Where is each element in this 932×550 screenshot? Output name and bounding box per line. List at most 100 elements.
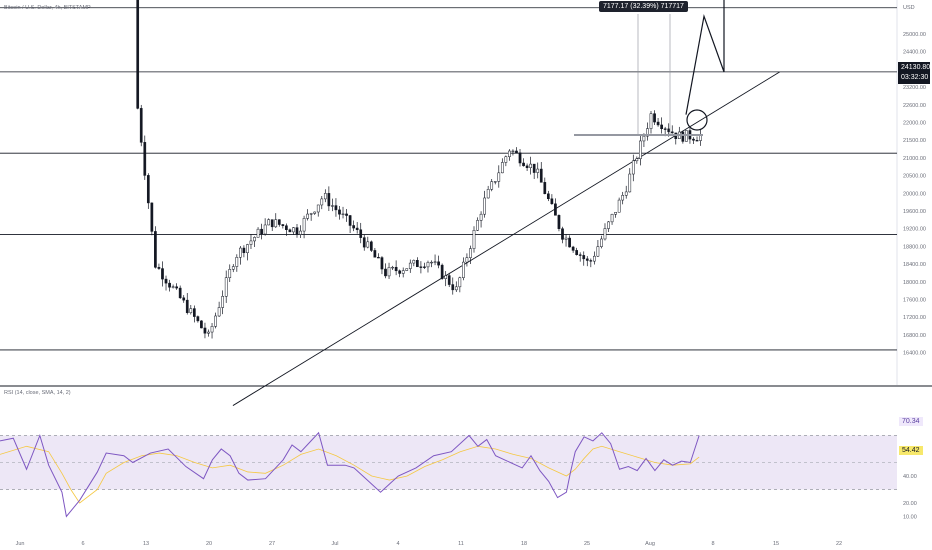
candle-body [302, 218, 306, 232]
candle-body [515, 150, 518, 154]
candle-body [554, 203, 557, 216]
candle-body [391, 266, 394, 269]
candle-body [143, 142, 147, 176]
candle-body [348, 215, 352, 226]
candle-body [430, 261, 433, 264]
price-tick-label: 20500.00 [903, 174, 926, 180]
candle-body [508, 150, 511, 157]
price-tick-label: 24400.00 [903, 50, 926, 56]
candle-body [603, 228, 607, 240]
price-axis[interactable]: 25000.0024400.0023800.0023200.0022600.00… [903, 32, 926, 357]
candle-body [196, 316, 200, 322]
candle-body [642, 135, 646, 142]
breakout-projection[interactable] [685, 0, 725, 115]
candle-body [277, 219, 281, 225]
time-tick-label: 27 [269, 541, 275, 547]
current-price: 24130.80 [901, 64, 931, 71]
candle-body [550, 198, 554, 205]
candle-body [299, 230, 302, 235]
candle-body [646, 128, 649, 137]
time-tick-label: 11 [458, 541, 464, 547]
horizontal-levels[interactable] [0, 0, 897, 351]
candle-body [267, 219, 271, 226]
price-tick-label: 19600.00 [903, 209, 926, 215]
candle-body [546, 193, 550, 200]
rsi-title[interactable]: RSI (14, close, SMA, 14, 2) [4, 390, 71, 396]
candle-body [235, 257, 239, 267]
candle-body [628, 173, 632, 193]
candle-body [146, 175, 150, 204]
current-price-tag: 24130.80 03:32:30 [898, 62, 930, 84]
candle-body [405, 268, 409, 271]
candle-body [210, 326, 214, 333]
candle-body [447, 275, 451, 285]
candle-body [483, 197, 486, 215]
candle-body [256, 228, 260, 238]
candle-body [624, 191, 628, 196]
candle-body [168, 282, 171, 288]
candle-body [543, 182, 547, 195]
candle-body [189, 308, 193, 313]
candle-body [539, 168, 543, 183]
candle-body [600, 238, 603, 247]
candle-body [355, 227, 359, 230]
time-tick-label: Jun [16, 541, 25, 547]
candle-body [292, 227, 295, 233]
candle-body [316, 204, 320, 213]
candle-body [614, 212, 617, 215]
candle-body [394, 266, 398, 272]
candle-body [458, 277, 462, 288]
candle-body [387, 267, 391, 277]
candle-body [518, 152, 522, 164]
time-tick-label: 20 [206, 541, 212, 547]
candle-body [139, 108, 143, 143]
candle-body [663, 128, 667, 130]
candle-body [653, 113, 656, 123]
candle-body [231, 266, 235, 270]
candle-body [440, 264, 444, 279]
price-tick-label: 20000.00 [903, 191, 926, 197]
breakout-circle[interactable] [686, 109, 708, 131]
candle-body [306, 213, 309, 219]
candle-body [585, 258, 589, 261]
candle-body [207, 331, 210, 334]
candle-body [568, 237, 571, 248]
candle-body [398, 270, 402, 274]
time-axis[interactable]: Jun 6 13 20 27 Jul 4 11 18 25 Aug 8 15 22 [16, 541, 843, 547]
price-tick-label: 21000.00 [903, 156, 926, 162]
candle-body [454, 286, 458, 291]
candle-body [224, 277, 228, 297]
candle-body [649, 113, 653, 129]
time-tick-label: Aug [645, 541, 655, 547]
time-tick-label: 22 [836, 541, 842, 547]
candle-body [150, 202, 154, 232]
candle-body [331, 205, 334, 207]
candle-body [362, 237, 366, 248]
candle-body [621, 195, 625, 201]
candle-body [359, 229, 363, 238]
trendline[interactable] [232, 71, 781, 406]
rsi-ma-line [0, 445, 700, 504]
candle-body [692, 138, 695, 141]
candle-body [313, 211, 317, 214]
time-tick-label: 4 [396, 541, 399, 547]
candle-body [656, 121, 660, 126]
price-tick-label: 17600.00 [903, 298, 926, 304]
price-tick-label: 19200.00 [903, 227, 926, 233]
candle-body [419, 266, 423, 268]
candle-body [352, 225, 355, 229]
rsi-ma-value-tag: 54.42 [899, 446, 923, 455]
candle-body [288, 229, 292, 233]
candle-body [529, 163, 532, 168]
price-tick-label: 23200.00 [903, 85, 926, 91]
candle-body [522, 162, 525, 167]
price-tick-label: 16800.00 [903, 333, 926, 339]
symbol-header[interactable]: Bitcoin / U.S. Dollar, 4h, BITSTAMP [4, 5, 91, 11]
candle-body [323, 193, 327, 200]
candle-body [221, 296, 225, 308]
candle-body [497, 172, 501, 182]
candle-body [500, 162, 504, 174]
candle-body [670, 131, 674, 134]
